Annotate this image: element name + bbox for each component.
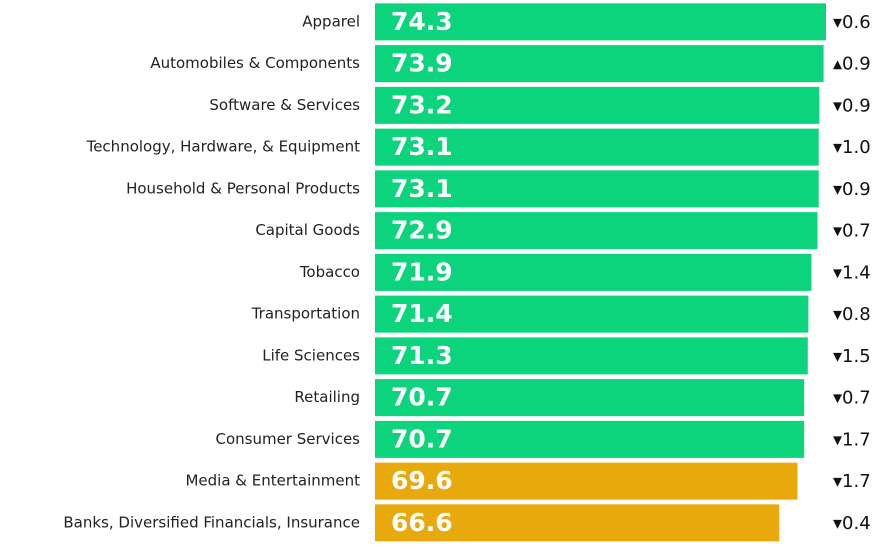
change-label: ▾0.7 — [833, 221, 871, 242]
bar — [375, 170, 819, 208]
bar — [375, 504, 780, 542]
change-label: ▾0.9 — [833, 95, 871, 116]
bar — [375, 45, 824, 83]
change-label: ▾1.7 — [833, 471, 871, 492]
bar — [375, 212, 818, 250]
bar — [375, 462, 798, 500]
value-label: 70.7 — [391, 424, 453, 453]
bar — [375, 379, 805, 417]
bar — [375, 86, 820, 124]
value-label: 71.4 — [391, 299, 453, 328]
change-label: ▾1.5 — [833, 346, 871, 367]
category-label: Software & Services — [209, 96, 360, 114]
value-label: 73.9 — [391, 49, 453, 78]
category-label: Technology, Hardware, & Equipment — [86, 138, 361, 156]
change-label: ▾1.4 — [833, 262, 871, 283]
category-label: Consumer Services — [215, 430, 360, 448]
category-label: Media & Entertainment — [185, 472, 360, 490]
value-label: 74.3 — [391, 7, 453, 36]
value-label: 71.3 — [391, 341, 453, 370]
change-label: ▾0.4 — [833, 513, 871, 534]
value-label: 66.6 — [391, 508, 453, 537]
change-label: ▴0.9 — [833, 54, 871, 75]
category-label: Automobiles & Components — [150, 54, 360, 72]
category-label: Retailing — [294, 388, 360, 406]
value-label: 70.7 — [391, 383, 453, 412]
bar — [375, 128, 819, 166]
category-label: Apparel — [302, 12, 360, 30]
bar — [375, 420, 805, 458]
category-label: Capital Goods — [255, 221, 360, 239]
value-label: 73.1 — [391, 132, 453, 161]
value-label: 73.1 — [391, 174, 453, 203]
bar — [375, 3, 826, 41]
value-label: 69.6 — [391, 466, 453, 495]
change-label: ▾0.7 — [833, 388, 871, 409]
change-label: ▾1.0 — [833, 137, 871, 158]
bar — [375, 253, 812, 291]
bar — [375, 337, 808, 375]
value-label: 71.9 — [391, 257, 453, 286]
change-label: ▾1.7 — [833, 429, 871, 450]
change-label: ▾0.6 — [833, 12, 871, 33]
change-label: ▾0.9 — [833, 179, 871, 200]
category-label: Banks, Diversified Financials, Insurance — [63, 513, 360, 531]
category-label: Household & Personal Products — [126, 179, 360, 197]
category-label: Life Sciences — [262, 346, 360, 364]
value-label: 72.9 — [391, 216, 453, 245]
value-label: 73.2 — [391, 90, 453, 119]
category-label: Tobacco — [299, 263, 360, 281]
change-label: ▾0.8 — [833, 304, 871, 325]
bar — [375, 295, 809, 333]
category-label: Transportation — [251, 305, 360, 323]
